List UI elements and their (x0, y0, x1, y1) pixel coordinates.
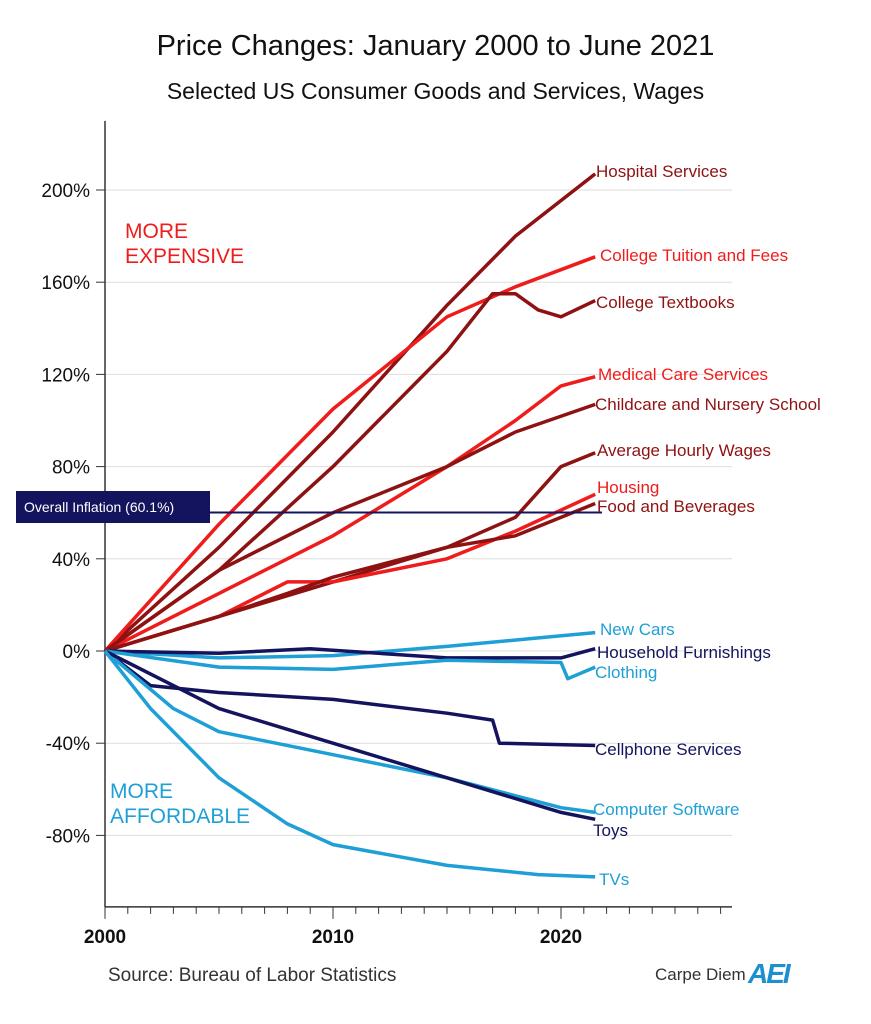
y-tick-label: 80% (52, 458, 90, 479)
series-label: Food and Beverages (597, 497, 755, 516)
series-label: Clothing (595, 663, 657, 682)
more-expensive-label: EXPENSIVE (125, 245, 244, 268)
series-label: Average Hourly Wages (597, 441, 771, 460)
y-tick-label: 120% (41, 365, 90, 386)
chart-title: Price Changes: January 2000 to June 2021 (156, 30, 715, 62)
series-line-food-and-beverages (104, 501, 596, 653)
series-label: Toys (593, 821, 628, 840)
inflation-box (16, 491, 210, 523)
series-line-toys (104, 649, 596, 822)
series-line-new-cars (104, 630, 596, 660)
series-label: Childcare and Nursery School (595, 395, 821, 414)
more-affordable-label: MORE (110, 780, 173, 803)
series-label: Cellphone Services (595, 740, 741, 759)
chart-subtitle: Selected US Consumer Goods and Services,… (166, 78, 705, 104)
aei-logo: AEI (748, 958, 791, 989)
more-affordable-label: AFFORDABLE (110, 805, 250, 828)
y-tick-label: -80% (46, 826, 90, 847)
y-tick-label: 200% (41, 181, 90, 202)
series-line-cellphone-services (103, 649, 596, 748)
series-label: Housing (597, 478, 659, 497)
series-line-tvs (103, 649, 596, 879)
series-label: Household Furnishings (597, 643, 771, 662)
series-label: Computer Software (593, 800, 739, 819)
y-tick-label: 0% (63, 642, 91, 663)
x-tick-label: 2020 (540, 927, 582, 948)
series-label: Medical Care Services (598, 365, 768, 384)
series-line-hospital-services (103, 172, 597, 653)
series-line-college-tuition-and-fees (103, 255, 596, 653)
series-line-household-furnishings (104, 646, 596, 660)
x-tick-label: 2010 (312, 927, 354, 948)
source-note: Source: Bureau of Labor Statistics (108, 965, 397, 986)
series-label: New Cars (600, 620, 675, 639)
series-line-average-hourly-wages (104, 451, 596, 653)
y-tick-label: 160% (41, 273, 90, 294)
series-label: College Tuition and Fees (600, 246, 788, 265)
brand-text: Carpe Diem (655, 965, 746, 984)
x-tick-label: 2000 (84, 927, 126, 948)
series-label: College Textbooks (596, 293, 735, 312)
series-line-computer-software (103, 649, 596, 815)
inflation-label: Overall Inflation (60.1%) (24, 499, 174, 515)
series-label: TVs (599, 870, 629, 889)
y-tick-label: 40% (52, 550, 90, 571)
series-label: Hospital Services (596, 162, 727, 181)
y-tick-label: -40% (46, 734, 90, 755)
series-line-clothing (104, 649, 596, 681)
series-line-childcare-and-nursery-school (103, 402, 596, 653)
series-line-college-textbooks (103, 291, 596, 653)
more-expensive-label: MORE (125, 220, 188, 243)
